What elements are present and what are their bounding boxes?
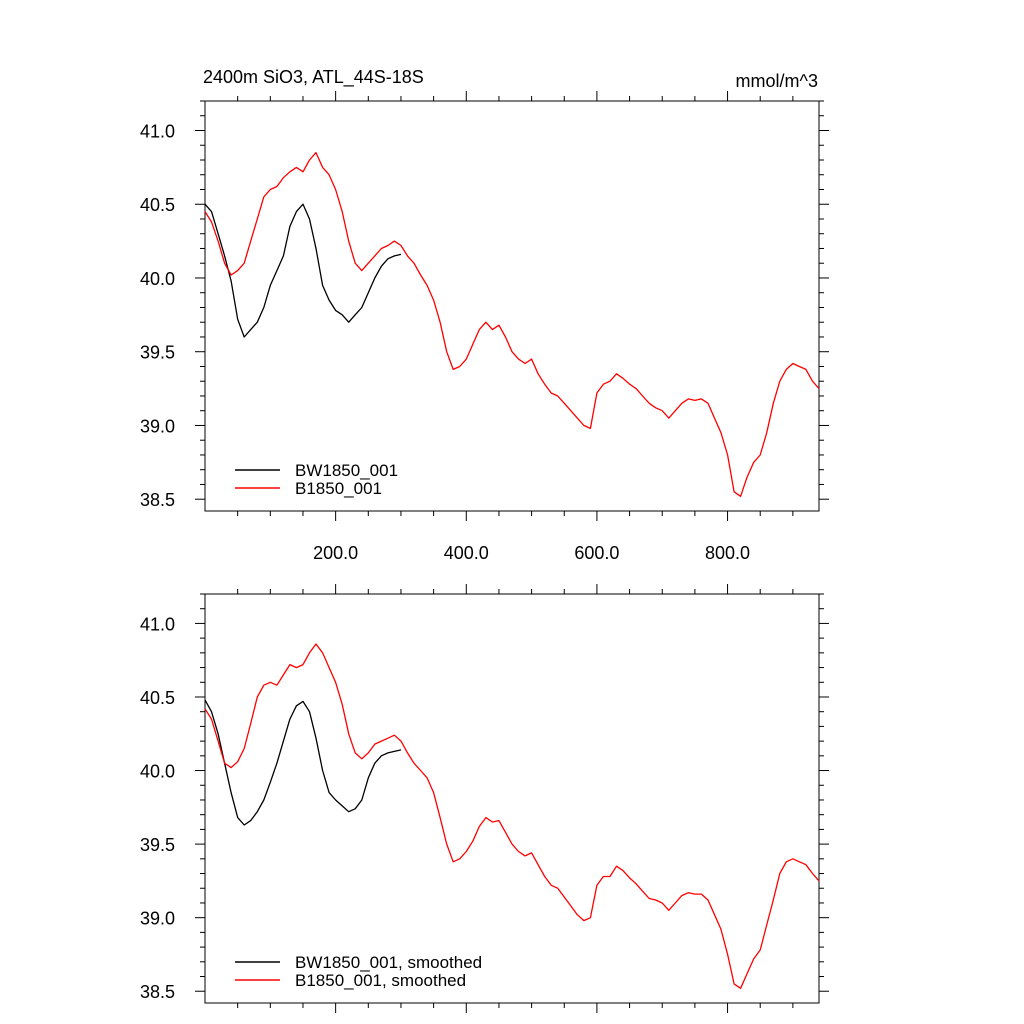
y-tick-label: 39.0	[140, 416, 175, 436]
series-line-1	[204, 151, 820, 497]
y-tick-label: 40.0	[140, 269, 175, 289]
legend-label: B1850_001	[295, 479, 382, 498]
legend-label: B1850_001, smoothed	[295, 971, 466, 990]
x-tick-label: 600.0	[574, 543, 619, 563]
x-tick-label: 800.0	[705, 543, 750, 563]
legend-label: BW1850_001, smoothed	[295, 953, 482, 972]
x-tick-label: 200.0	[313, 543, 358, 563]
y-tick-label: 39.5	[140, 343, 175, 363]
y-tick-label: 38.5	[140, 490, 175, 510]
plot-frame	[204, 593, 820, 1004]
y-tick-label: 38.5	[140, 982, 175, 1002]
y-tick-label: 40.0	[140, 762, 175, 782]
x-tick-label: 400.0	[444, 543, 489, 563]
y-tick-label: 40.5	[140, 688, 175, 708]
legend-label: BW1850_001	[295, 461, 398, 480]
y-tick-label: 41.0	[140, 121, 175, 141]
y-tick-label: 41.0	[140, 614, 175, 634]
chart-units-label: mmol/m^3	[736, 71, 818, 91]
series-line-0	[204, 203, 402, 338]
bottom-panel: 38.5 39.0 39.5 40.0 40.5 41.0 BW1850_001, smoo…	[140, 584, 829, 1013]
y-tick-label: 39.5	[140, 835, 175, 855]
series-line-0	[204, 699, 402, 826]
y-tick-label: 39.0	[140, 909, 175, 929]
y-tick-label: 40.5	[140, 195, 175, 215]
series-line-1	[204, 643, 820, 989]
top-panel: 200.0 400.0 600.0 800.0 38.5 39.0 39.5 40.0 40.5…	[140, 91, 829, 563]
chart-title: 2400m SiO3, ATL_44S-18S	[203, 67, 424, 88]
plot-frame	[204, 100, 820, 512]
